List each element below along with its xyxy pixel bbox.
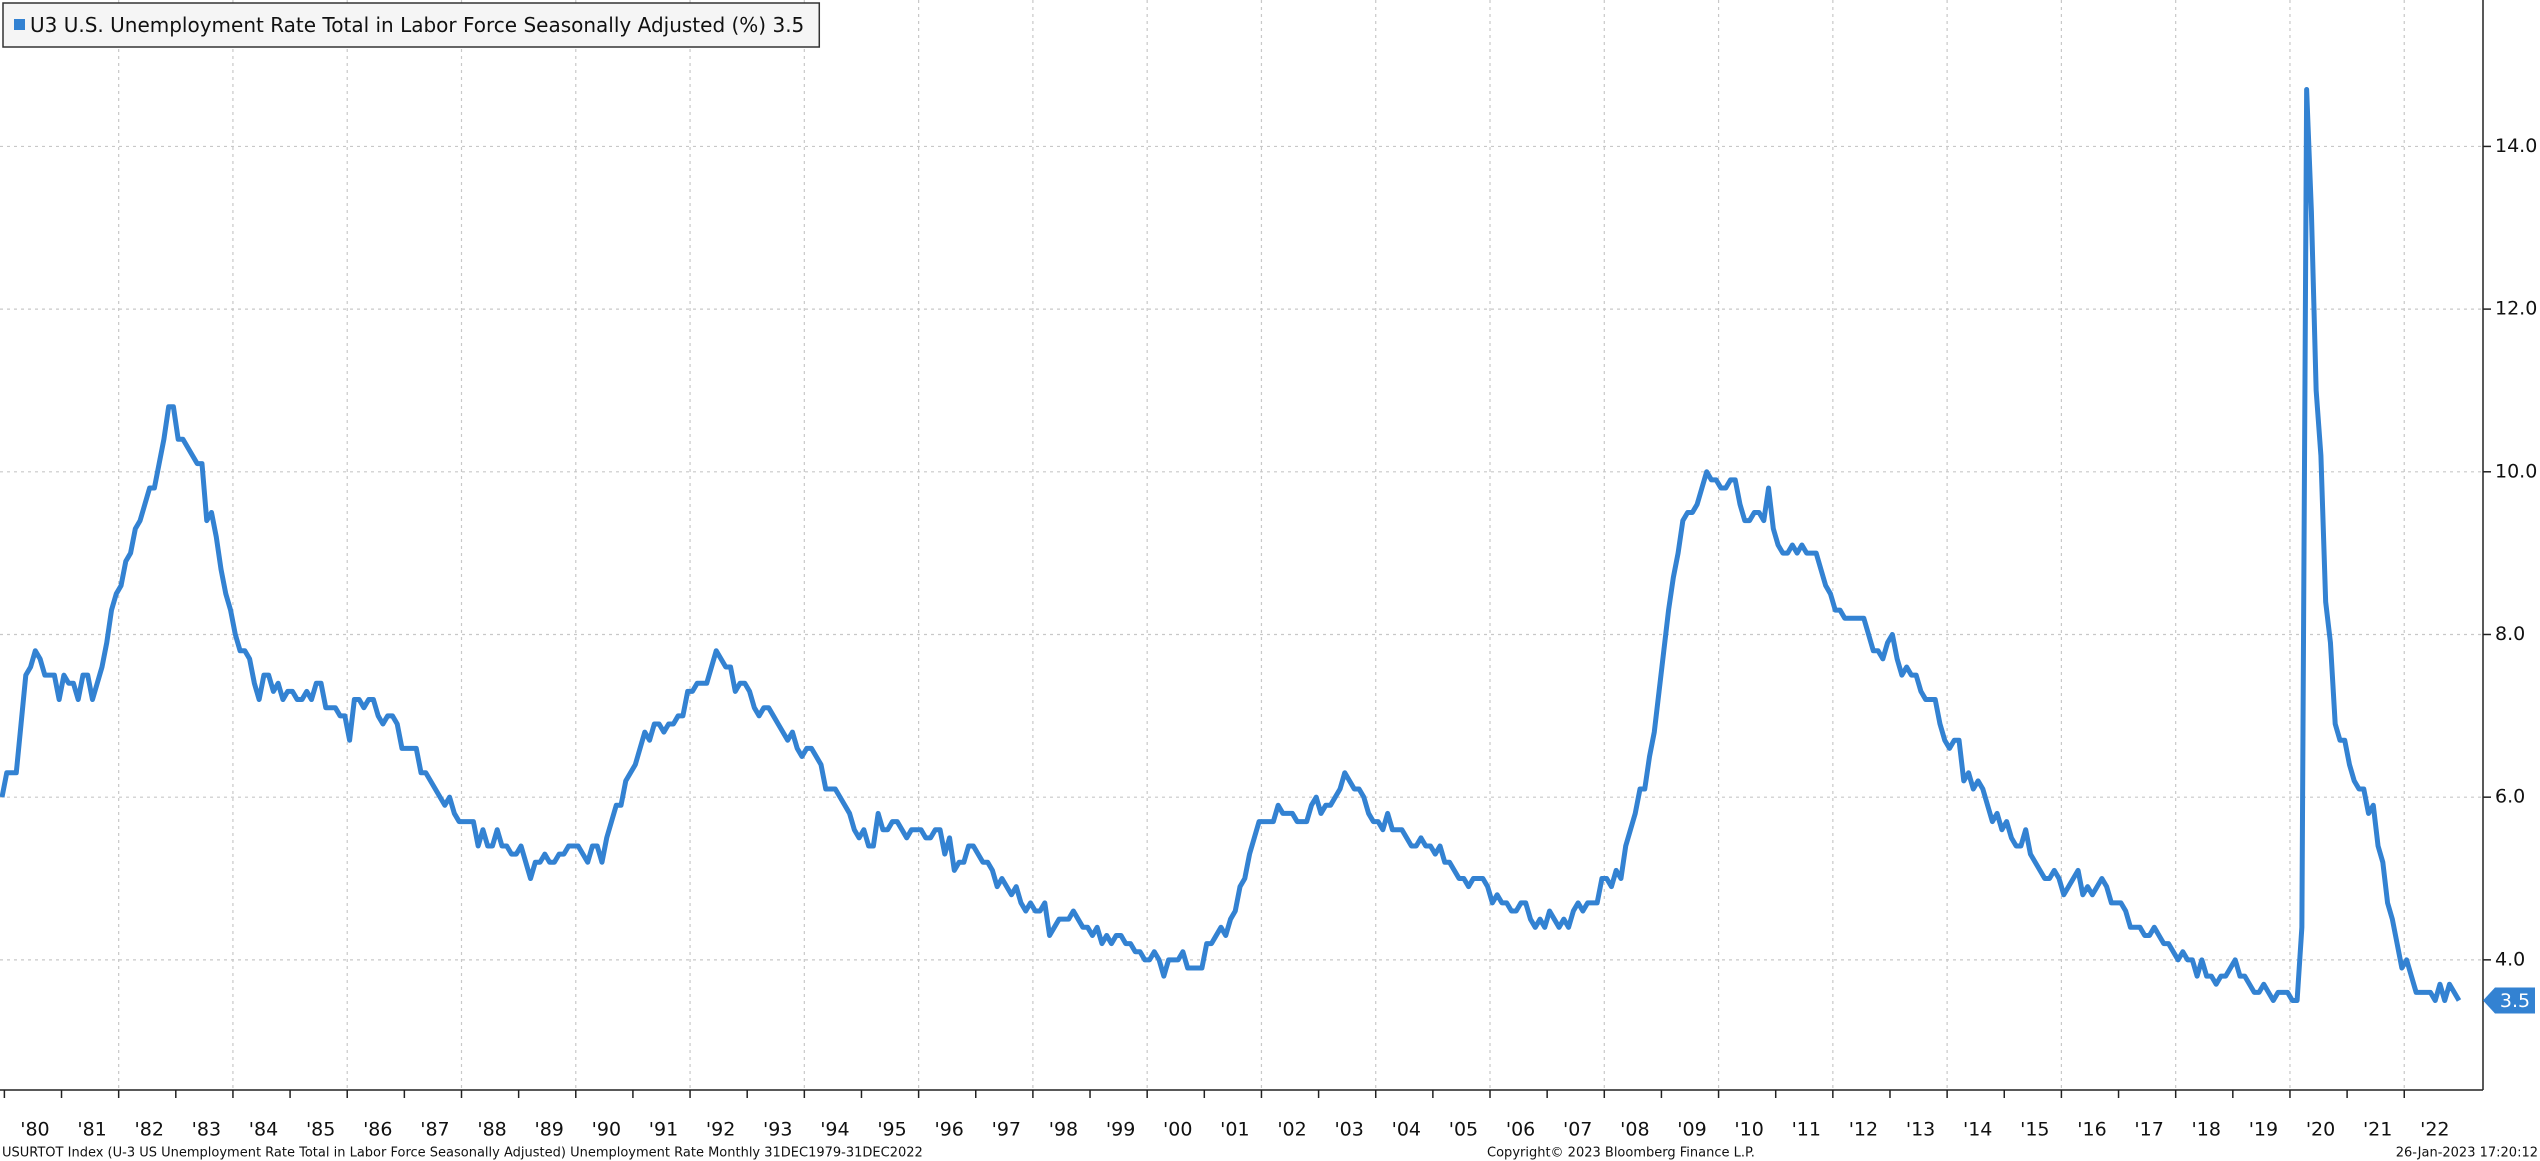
legend-text: U3 U.S. Unemployment Rate Total in Labor…: [30, 13, 804, 37]
x-tick-label: '19: [2249, 1119, 2278, 1141]
x-tick-label: '18: [2192, 1119, 2221, 1141]
x-tick-label: '09: [1677, 1119, 1706, 1141]
x-tick-label: '02: [1277, 1119, 1306, 1141]
x-tick-label: '04: [1392, 1119, 1421, 1141]
x-tick-label: '10: [1734, 1119, 1763, 1141]
x-tick-label: '93: [763, 1119, 792, 1141]
legend-box: [2, 2, 821, 48]
x-tick-label: '17: [2134, 1119, 2163, 1141]
last-value-label: 3.5: [2500, 990, 2530, 1012]
x-tick-label: '03: [1334, 1119, 1363, 1141]
x-tick-label: '84: [249, 1119, 278, 1141]
x-tick-label: '16: [2077, 1119, 2106, 1141]
x-tick-label: '81: [77, 1119, 106, 1141]
x-tick-label: '96: [934, 1119, 963, 1141]
x-tick-label: '00: [1163, 1119, 1192, 1141]
legend-swatch: [14, 19, 25, 30]
legend-label: U3 U.S. Unemployment Rate Total in Labor…: [30, 13, 766, 37]
x-tick-label: '89: [535, 1119, 564, 1141]
x-tick-label: '86: [363, 1119, 392, 1141]
x-tick-label: '21: [2363, 1119, 2392, 1141]
x-tick-label: '05: [1449, 1119, 1478, 1141]
x-tick-label: '91: [649, 1119, 678, 1141]
x-tick-label: '85: [306, 1119, 335, 1141]
x-tick-label: '94: [820, 1119, 849, 1141]
x-tick-label: '80: [20, 1119, 49, 1141]
legend-value: 3.5: [772, 13, 804, 37]
y-tick-label: 8.0: [2495, 623, 2525, 645]
x-tick-label: '14: [1963, 1119, 1992, 1141]
y-tick-label: 4.0: [2495, 948, 2525, 970]
y-tick-label: 12.0: [2495, 298, 2537, 320]
x-tick-label: '08: [1620, 1119, 1649, 1141]
x-tick-label: '20: [2306, 1119, 2335, 1141]
copyright: Copyright© 2023 Bloomberg Finance L.P.: [1487, 1146, 1755, 1161]
x-tick-label: '95: [877, 1119, 906, 1141]
y-tick-label: 14.0: [2495, 135, 2537, 157]
x-tick-label: '99: [1106, 1119, 1135, 1141]
y-tick-label: 10.0: [2495, 460, 2537, 482]
x-tick-label: '88: [477, 1119, 506, 1141]
x-tick-label: '87: [420, 1119, 449, 1141]
x-tick-label: '22: [2420, 1119, 2449, 1141]
x-tick-label: '82: [135, 1119, 164, 1141]
x-tick-label: '92: [706, 1119, 735, 1141]
x-tick-label: '01: [1220, 1119, 1249, 1141]
timestamp: 26-Jan-2023 17:20:12: [2396, 1146, 2538, 1161]
footnote: USURTOT Index (U-3 US Unemployment Rate …: [2, 1146, 923, 1161]
x-tick-label: '12: [1849, 1119, 1878, 1141]
x-tick-label: '83: [192, 1119, 221, 1141]
series-line: [0, 86, 2462, 1004]
last-value-tag: [2483, 987, 2535, 1014]
x-tick-label: '13: [1906, 1119, 1935, 1141]
x-tick-label: '15: [2020, 1119, 2049, 1141]
x-tick-label: '90: [592, 1119, 621, 1141]
y-tick-label: 6.0: [2495, 786, 2525, 808]
x-tick-label: '11: [1792, 1119, 1821, 1141]
x-tick-label: '06: [1506, 1119, 1535, 1141]
legend: U3 U.S. Unemployment Rate Total in Labor…: [2, 2, 821, 48]
x-tick-label: '98: [1049, 1119, 1078, 1141]
x-tick-label: '97: [992, 1119, 1021, 1141]
x-tick-label: '07: [1563, 1119, 1592, 1141]
